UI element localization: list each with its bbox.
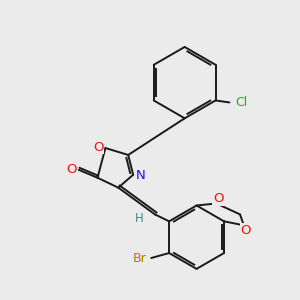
Text: Cl: Cl — [235, 96, 248, 109]
Text: N: N — [136, 169, 146, 182]
Text: O: O — [93, 140, 104, 154]
Text: Br: Br — [133, 253, 146, 266]
Text: H: H — [135, 212, 143, 225]
Text: O: O — [213, 192, 224, 205]
Text: O: O — [67, 163, 77, 176]
Text: O: O — [241, 224, 251, 237]
